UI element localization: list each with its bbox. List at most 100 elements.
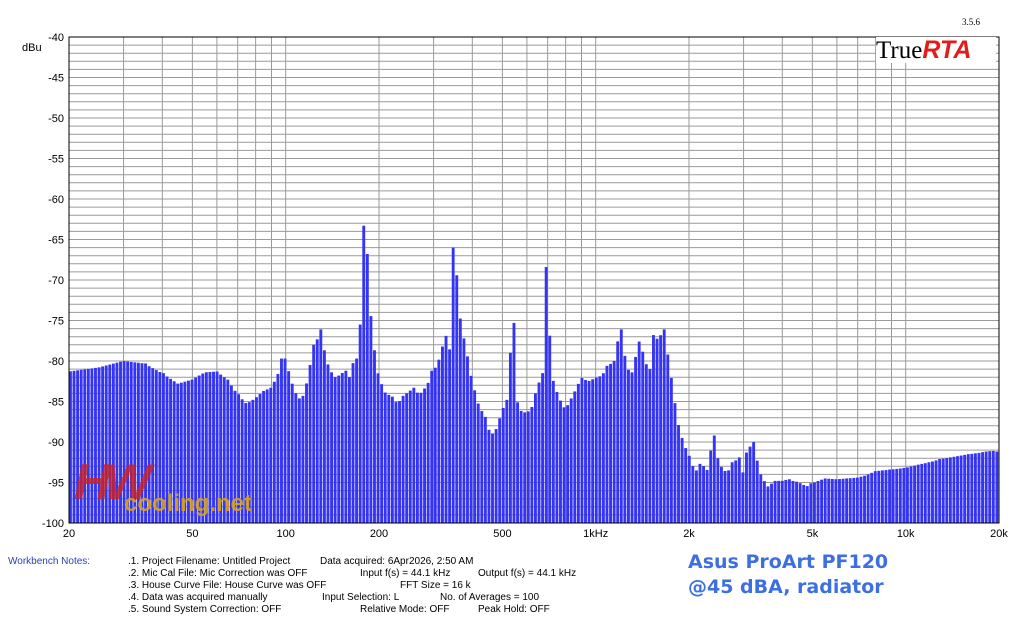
spectrum-bar bbox=[179, 382, 183, 523]
spectrum-bar bbox=[390, 396, 394, 523]
spectrum-bar bbox=[412, 387, 416, 523]
spectrum-bar bbox=[133, 362, 137, 523]
spectrum-bar bbox=[702, 466, 705, 523]
spectrum-bar bbox=[154, 370, 158, 523]
caption-conditions: @45 dBA, radiator bbox=[688, 576, 884, 598]
spectrum-bar bbox=[816, 481, 820, 523]
spectrum-bar bbox=[172, 381, 176, 523]
spectrum-bar bbox=[641, 351, 645, 523]
spectrum-bar bbox=[559, 400, 562, 523]
spectrum-bar bbox=[634, 356, 638, 523]
note-input-selection: Input Selection: L bbox=[322, 592, 400, 603]
spectrum-bar bbox=[694, 470, 698, 523]
spectrum-bar bbox=[491, 433, 494, 523]
spectrum-bar bbox=[426, 382, 430, 523]
spectrum-bar bbox=[891, 469, 895, 523]
spectrum-bar bbox=[247, 402, 251, 523]
spectrum-bar bbox=[734, 460, 738, 523]
spectrum-bar bbox=[684, 448, 688, 523]
version-label: 3.5.6 bbox=[962, 17, 980, 27]
spectrum-bar bbox=[358, 324, 362, 523]
note-project-filename: .1. Project Filename: Untitled Project bbox=[128, 556, 291, 567]
x-tick-label: 500 bbox=[493, 528, 511, 540]
spectrum-bar bbox=[315, 339, 319, 523]
spectrum-bar bbox=[308, 365, 312, 523]
note-peak-hold: Peak Hold: OFF bbox=[478, 604, 550, 615]
spectrum-bar bbox=[333, 376, 337, 523]
spectrum-bar bbox=[233, 390, 237, 523]
y-tick-label: -95 bbox=[48, 478, 64, 490]
spectrum-bar bbox=[494, 429, 498, 523]
y-tick-label: -55 bbox=[48, 154, 64, 166]
spectrum-bar bbox=[290, 383, 294, 523]
spectrum-bar bbox=[741, 472, 745, 523]
spectrum-bar bbox=[237, 394, 240, 523]
spectrum-bar bbox=[805, 486, 809, 523]
spectrum-bar bbox=[913, 465, 917, 523]
spectrum-bar bbox=[787, 479, 791, 523]
spectrum-bar bbox=[398, 401, 401, 523]
spectrum-bar bbox=[609, 363, 612, 523]
spectrum-bar bbox=[262, 390, 266, 523]
workbench-notes-label: Workbench Notes: bbox=[8, 556, 91, 567]
spectrum-bar bbox=[158, 372, 162, 523]
spectrum-bar bbox=[895, 468, 899, 523]
x-tick-label: 10k bbox=[897, 528, 915, 540]
spectrum-bar bbox=[941, 458, 945, 523]
spectrum-bar bbox=[845, 478, 849, 523]
spectrum-bar bbox=[956, 456, 959, 523]
spectrum-bar bbox=[326, 364, 330, 523]
spectrum-bar bbox=[863, 475, 866, 523]
spectrum-bar bbox=[888, 469, 891, 523]
spectrum-bar bbox=[183, 381, 187, 523]
spectrum-bar bbox=[587, 380, 591, 523]
spectrum-bar bbox=[977, 452, 981, 523]
spectrum-bar bbox=[197, 375, 201, 523]
spectrum-bar bbox=[823, 478, 827, 523]
spectrum-bar bbox=[952, 456, 956, 523]
spectrum-bar bbox=[605, 365, 609, 523]
spectrum-bar bbox=[337, 375, 341, 523]
spectrum-bar bbox=[931, 461, 934, 523]
y-tick-label: -50 bbox=[48, 113, 64, 125]
spectrum-bar bbox=[562, 407, 566, 523]
note-output-fs: Output f(s) = 44.1 kHz bbox=[478, 568, 577, 579]
note-data-acquired: Data acquired: 6Apr2026, 2:50 AM bbox=[320, 556, 474, 567]
spectrum-bar bbox=[773, 480, 777, 523]
spectrum-bar bbox=[619, 329, 623, 523]
spectrum-bar bbox=[244, 403, 248, 523]
spectrum-bar bbox=[312, 344, 316, 523]
spectrum-bar bbox=[655, 338, 659, 523]
spectrum-bar bbox=[855, 477, 859, 523]
spectrum-bar bbox=[648, 369, 652, 523]
note-mic-cal: .2. Mic Cal File: Mic Correction was OFF bbox=[128, 568, 308, 579]
y-tick-label: -80 bbox=[48, 356, 64, 368]
spectrum-bar bbox=[297, 398, 301, 523]
spectrum-bar bbox=[473, 390, 477, 523]
spectrum-bar bbox=[923, 463, 927, 523]
spectrum-bar bbox=[194, 377, 198, 523]
spectrum-bar bbox=[523, 412, 527, 523]
spectrum-bar bbox=[584, 379, 587, 523]
x-tick-label: 20k bbox=[990, 528, 1008, 540]
spectrum-bar bbox=[737, 457, 741, 523]
spectrum-bar bbox=[90, 368, 94, 523]
spectrum-bar bbox=[909, 466, 913, 523]
spectrum-bar bbox=[680, 437, 684, 523]
watermark-site: cooling.net bbox=[124, 490, 252, 517]
spectrum-bar bbox=[265, 389, 269, 523]
spectrum-bar bbox=[280, 358, 283, 523]
spectrum-bar bbox=[838, 479, 841, 523]
plot-border bbox=[68, 36, 1000, 524]
spectrum-bar bbox=[938, 459, 942, 523]
spectrum-bar bbox=[627, 369, 630, 523]
spectrum-bar bbox=[762, 481, 766, 523]
x-tick-label: 20 bbox=[63, 528, 75, 540]
spectrum-bar bbox=[79, 369, 83, 523]
spectrum-bar bbox=[841, 478, 845, 523]
spectrum-bar bbox=[777, 480, 781, 523]
spectrum-bar bbox=[272, 381, 276, 523]
spectrum-bar bbox=[215, 371, 219, 523]
spectrum-bar bbox=[920, 463, 924, 523]
spectrum-bar bbox=[798, 483, 802, 523]
